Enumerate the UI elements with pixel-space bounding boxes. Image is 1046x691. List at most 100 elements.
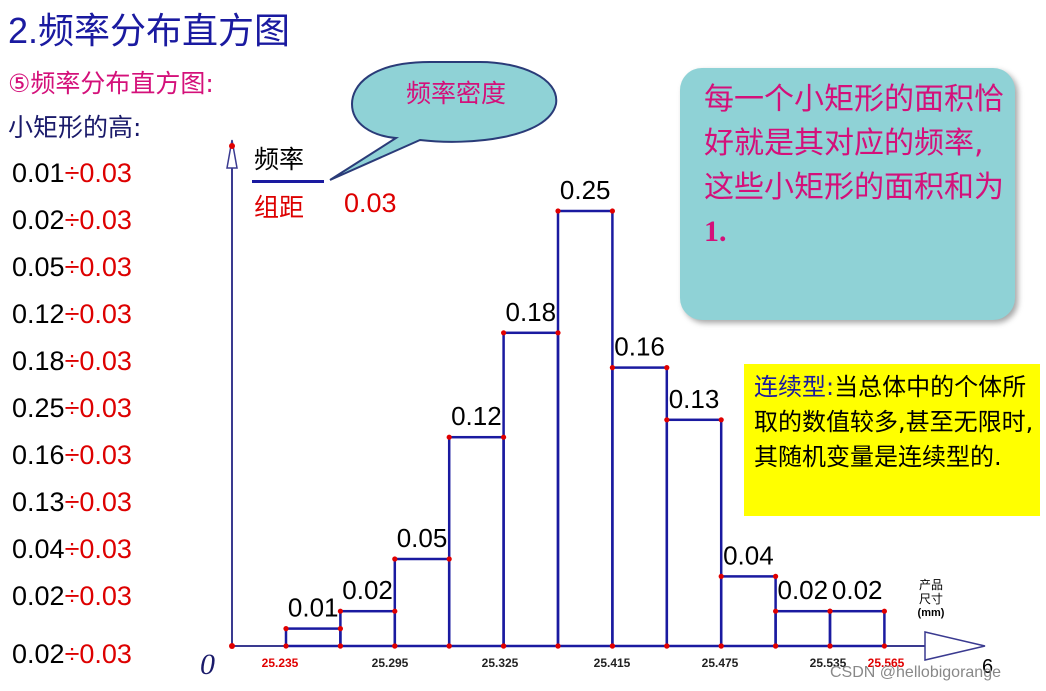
- vertex-point: [337, 608, 343, 614]
- calc-numerator: 0.18: [12, 346, 65, 376]
- bar-value-label: 0.02: [777, 575, 828, 605]
- calc-numerator: 0.04: [12, 534, 65, 564]
- histogram-bar: [719, 575, 777, 648]
- calc-numerator: 0.01: [12, 158, 65, 188]
- calc-row: 0.02÷0.03: [12, 581, 132, 612]
- x-unit-label: 产品 尺寸 (mm): [910, 578, 952, 620]
- divide-sign: ÷: [64, 440, 80, 470]
- calc-numerator: 0.05: [12, 252, 65, 282]
- x-tick-label: 25.295: [372, 656, 409, 670]
- vertex-point: [283, 643, 289, 649]
- calc-row: 0.12÷0.03: [12, 299, 132, 330]
- bar-value-label: 0.25: [560, 175, 611, 205]
- calc-row: 0.04÷0.03: [12, 534, 132, 565]
- vertex-point: [501, 330, 507, 336]
- calc-divisor: 0.03: [79, 205, 132, 235]
- title-text: 频率分布直方图: [38, 11, 291, 52]
- calc-numerator: 0.12: [12, 299, 65, 329]
- page-number: 6: [982, 656, 994, 678]
- bar-value-label: 0.12: [451, 401, 502, 431]
- vertex-point: [609, 365, 616, 371]
- vertex-point: [555, 330, 561, 336]
- vertex-point: [446, 556, 452, 562]
- vertex-point: [392, 608, 398, 614]
- y-axis-arrow: [226, 139, 238, 169]
- x-tick-label: 25.235: [262, 656, 299, 670]
- vertex-point: [555, 643, 561, 649]
- vertex-point: [773, 608, 779, 614]
- vertex-point: [718, 643, 724, 649]
- vertex-point: [392, 556, 398, 562]
- vertex-point: [664, 643, 670, 649]
- vertex-points: [283, 208, 888, 649]
- vertex-point: [664, 417, 670, 423]
- calc-row: 0.25÷0.03: [12, 393, 132, 424]
- bar-value-label: 0.13: [669, 384, 720, 414]
- vertex-point: [609, 208, 616, 214]
- y-axis-top-point: [229, 143, 235, 149]
- divide-sign: ÷: [64, 205, 80, 235]
- divide-sign: ÷: [64, 487, 80, 517]
- divide-sign: ÷: [64, 158, 80, 188]
- calc-numerator: 0.02: [12, 639, 65, 669]
- vertex-point: [881, 608, 888, 614]
- vertex-point: [446, 434, 452, 440]
- vertex-point: [664, 365, 670, 371]
- x-tick-label: 25.535: [810, 656, 847, 670]
- histogram-bar: [556, 209, 614, 648]
- calc-divisor: 0.03: [79, 158, 132, 188]
- callout-body: 每一个小矩形的面积恰好就是其对应的频率,这些小矩形的面积和为: [704, 82, 1004, 205]
- x-tick-label: 25.325: [482, 656, 519, 670]
- calc-numerator: 0.13: [12, 487, 65, 517]
- bubble-text: 频率密度: [405, 79, 506, 108]
- bar-value-label: 0.01: [288, 593, 339, 623]
- bar-value-label: 0.02: [342, 575, 393, 605]
- continuous-note-text: 连续型:当总体中的个体所取的数值较多,甚至无限时,其随机变量是连续型的.: [754, 370, 1040, 475]
- divide-sign: ÷: [64, 346, 80, 376]
- vertex-point: [501, 434, 507, 440]
- calc-numerator: 0.16: [12, 440, 65, 470]
- origin-point: [229, 643, 235, 649]
- vertex-point: [773, 573, 779, 580]
- bar-value-label: 0.04: [723, 540, 774, 570]
- calc-divisor: 0.03: [79, 581, 132, 611]
- vertex-point: [392, 643, 398, 649]
- calc-divisor: 0.03: [79, 252, 132, 282]
- calc-row: 0.18÷0.03: [12, 346, 132, 377]
- vertex-point: [718, 417, 724, 423]
- bar-value-label: 0.05: [397, 523, 448, 553]
- x-unit-line1: 产品: [918, 578, 943, 592]
- histogram-bar: [447, 435, 505, 648]
- calc-divisor: 0.03: [79, 299, 132, 329]
- bar-value-labels: 0.010.020.050.120.180.250.160.130.040.02…: [288, 175, 883, 623]
- continuous-keyword: 连续型:: [754, 373, 835, 401]
- vertex-point: [609, 643, 616, 649]
- y-label-group-width: 组距: [254, 193, 305, 222]
- calc-divisor: 0.03: [79, 346, 132, 376]
- subtitle: ⑤频率分布直方图:: [8, 69, 214, 98]
- x-tick-label: 25.415: [594, 656, 631, 670]
- divide-sign: ÷: [64, 393, 80, 423]
- x-unit-line2: 尺寸: [918, 592, 943, 606]
- histogram-bar: [339, 609, 397, 648]
- histogram-bar: [284, 627, 342, 648]
- histogram-bar: [665, 418, 723, 648]
- bar-value-label: 0.16: [614, 332, 665, 362]
- callout-box: 每一个小矩形的面积恰好就是其对应的频率,这些小矩形的面积和为 1.: [680, 68, 1015, 320]
- divide-sign: ÷: [64, 299, 80, 329]
- vertex-point: [773, 643, 779, 649]
- x-tick-label: 25.475: [702, 656, 739, 670]
- divide-sign: ÷: [64, 581, 80, 611]
- histogram-bar: [502, 331, 560, 648]
- vertex-point: [501, 643, 507, 649]
- calc-row: 0.05÷0.03: [12, 252, 132, 283]
- y-label-frequency: 频率: [254, 145, 305, 174]
- vertex-point: [718, 573, 724, 580]
- histogram-bar: [611, 366, 669, 648]
- calc-numerator: 0.02: [12, 205, 65, 235]
- divide-sign: ÷: [64, 534, 80, 564]
- calc-numerator: 0.02: [12, 581, 65, 611]
- calc-row: 0.02÷0.03: [12, 639, 132, 670]
- calc-row: 0.01÷0.03: [12, 158, 132, 189]
- height-label: 小矩形的高:: [8, 113, 142, 142]
